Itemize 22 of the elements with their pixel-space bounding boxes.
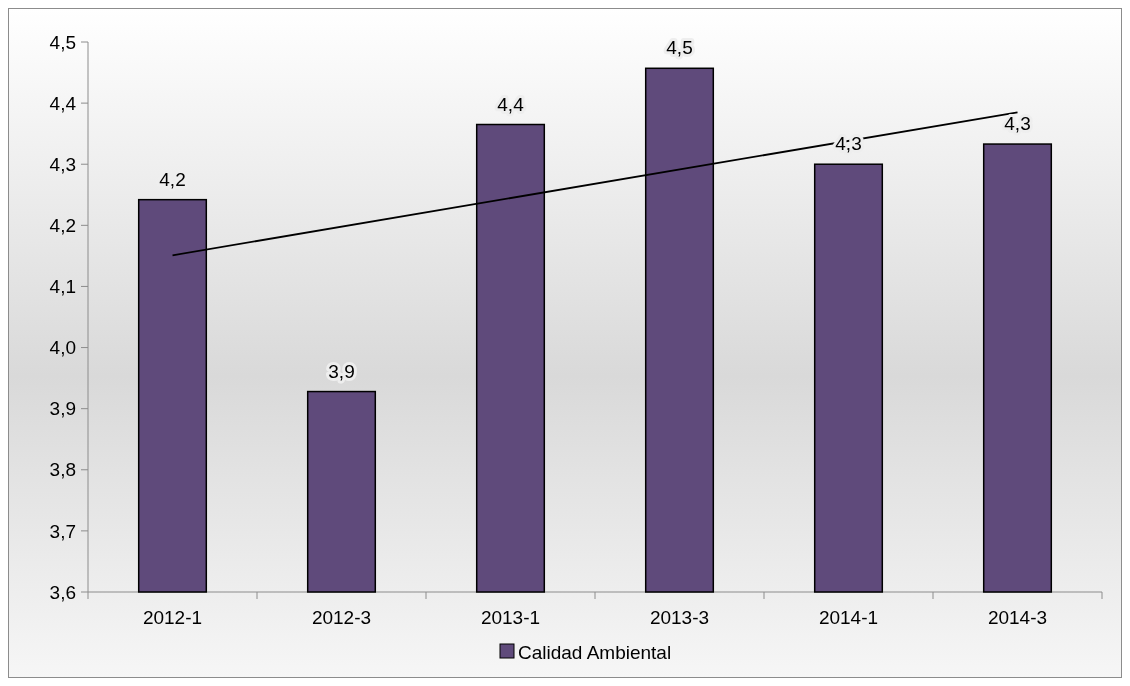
x-tick-label: 2013-1 [480, 607, 541, 628]
y-tick-label: 4,1 [49, 276, 76, 298]
x-tick-label: 2012-1 [142, 607, 203, 628]
y-tick-label: 3,7 [49, 520, 76, 542]
legend-label: Calidad Ambiental [518, 641, 672, 663]
y-tick-label: 4,3 [49, 153, 76, 175]
data-label: 3,9 [328, 360, 355, 382]
y-tick-label: 3,6 [49, 581, 76, 603]
y-tick-label: 4,4 [49, 92, 77, 114]
data-label: 4,5 [666, 37, 693, 59]
y-tick-label: 3,9 [49, 398, 76, 420]
y-tick-label: 4,5 [49, 31, 76, 53]
x-tick-label: 2012-3 [311, 607, 372, 628]
x-tick-label: 2014-3 [987, 607, 1048, 628]
data-label: 4,2 [159, 168, 186, 190]
data-label: 4,4 [497, 93, 525, 115]
x-tick-label: 2013-3 [649, 607, 710, 628]
y-tick-label: 4,2 [49, 214, 76, 236]
x-tick-label: 2014-1 [818, 607, 879, 628]
y-tick-label: 4,0 [49, 337, 76, 359]
y-tick-label: 3,8 [49, 459, 76, 481]
data-label: 4,3 [1004, 113, 1031, 135]
